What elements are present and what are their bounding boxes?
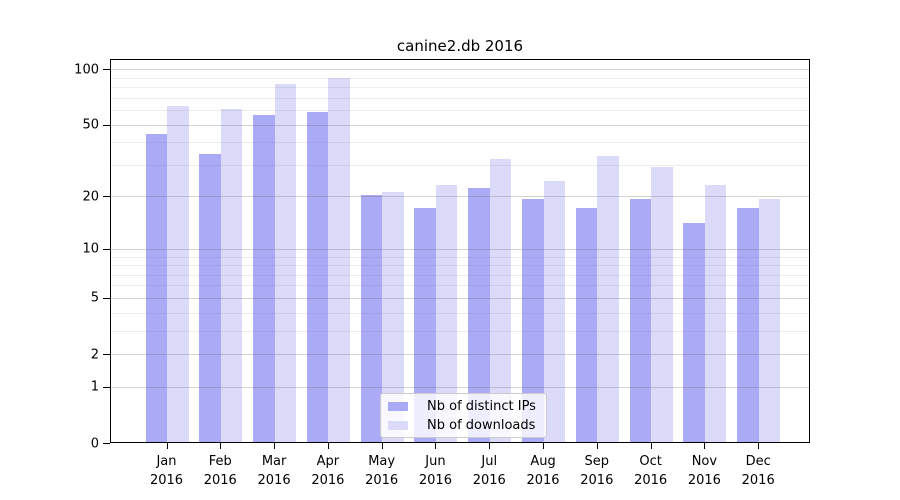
gridline-major [111,248,809,250]
x-tick-label-jan: Jan 2016 [149,454,184,488]
gridline-minor [111,330,809,332]
y-tick-mark [103,354,110,356]
bar-distinct-ips-nov [683,222,705,442]
gridline-minor [111,164,809,166]
legend: Nb of distinct IPs Nb of downloads [380,393,547,438]
bar-distinct-ips-jul [468,188,490,442]
bar-downloads-aug [543,181,566,442]
gridline-minor [111,312,809,314]
chart-title: canine2.db 2016 [396,37,524,55]
legend-swatch-downloads [388,420,408,430]
gridline-major [111,354,809,356]
bar-distinct-ips-oct [629,199,652,442]
y-tick-mark [103,443,110,444]
x-tick-label-oct: Oct 2016 [634,454,668,488]
gridline-major [111,196,809,198]
bar-downloads-jan [167,106,189,442]
x-tick-mark [274,443,276,449]
gridline-major [111,297,809,299]
bar-downloads-mar [274,84,297,442]
bar-downloads-apr [328,78,350,442]
y-tick-mark [103,196,110,198]
legend-label-distinct-ips: Nb of distinct IPs [427,398,536,414]
grid-layer [111,60,809,442]
x-tick-label-jul: Jul 2016 [472,454,506,488]
gridline-minor [111,87,809,89]
bar-downloads-jun [435,184,458,442]
x-tick-mark [166,443,168,449]
y-tick-label: 10 [82,241,99,257]
bars-layer [111,60,809,442]
x-tick-mark [435,443,437,449]
bar-downloads-dec [758,199,781,442]
bar-downloads-nov [704,184,727,442]
bar-downloads-feb [220,109,243,442]
gridline-minor [111,97,809,99]
x-tick-mark [489,443,491,449]
y-tick-mark [103,69,110,71]
y-tick-label: 2 [90,347,99,363]
x-tick-mark [381,443,383,449]
bar-distinct-ips-jun [414,207,436,442]
bar-downloads-sep [597,156,619,442]
x-tick-label-sep: Sep 2016 [580,454,614,488]
x-tick-label-aug: Aug 2016 [526,454,560,488]
bar-distinct-ips-aug [522,199,544,442]
plot-area: Nb of distinct IPs Nb of downloads [110,59,810,443]
y-tick-label: 100 [74,62,99,78]
gridline-minor [111,77,809,79]
x-tick-mark [543,443,545,449]
legend-swatch-distinct-ips [388,401,408,411]
x-tick-mark [650,443,652,449]
x-tick-label-dec: Dec 2016 [741,454,775,488]
y-tick-mark [103,386,110,388]
x-tick-mark [596,443,598,449]
y-tick-label: 50 [82,117,99,133]
bar-downloads-jul [489,158,512,442]
bar-distinct-ips-mar [253,114,275,442]
x-tick-label-apr: Apr 2016 [311,454,345,488]
x-tick-mark [758,443,760,449]
x-tick-mark [220,443,222,449]
bar-distinct-ips-may [360,195,383,442]
x-tick-label-feb: Feb 2016 [203,454,237,488]
x-tick-mark [327,443,329,449]
bar-distinct-ips-dec [737,207,759,442]
x-tick-label-jun: Jun 2016 [418,454,452,488]
gridline-major [111,386,809,388]
x-tick-label-nov: Nov 2016 [687,454,721,488]
gridline-minor [111,110,809,112]
gridline-minor [111,285,809,287]
gridline-major [111,69,809,71]
bar-downloads-may [382,191,404,442]
y-tick-label: 0 [90,436,99,451]
y-tick-label: 5 [90,290,99,306]
x-tick-label-mar: Mar 2016 [257,454,291,488]
y-tick-label: 1 [90,379,99,395]
legend-row-downloads: Nb of downloads [381,416,546,435]
bar-distinct-ips-apr [306,111,329,442]
x-tick-label-may: May 2016 [365,454,399,488]
x-tick-mark [704,443,706,449]
legend-label-downloads: Nb of downloads [427,417,536,433]
bar-distinct-ips-sep [575,207,598,442]
y-tick-label: 20 [82,189,99,205]
gridline-minor [111,265,809,267]
gridline-major [111,124,809,126]
legend-row-distinct-ips: Nb of distinct IPs [381,397,546,416]
bar-distinct-ips-feb [199,154,221,442]
gridline-minor [111,256,809,258]
gridline-minor [111,142,809,144]
bar-distinct-ips-jan [145,133,167,442]
y-tick-mark [103,248,110,250]
bar-downloads-oct [651,166,673,442]
gridline-minor [111,274,809,276]
y-tick-mark [103,297,110,299]
y-tick-mark [103,124,110,126]
